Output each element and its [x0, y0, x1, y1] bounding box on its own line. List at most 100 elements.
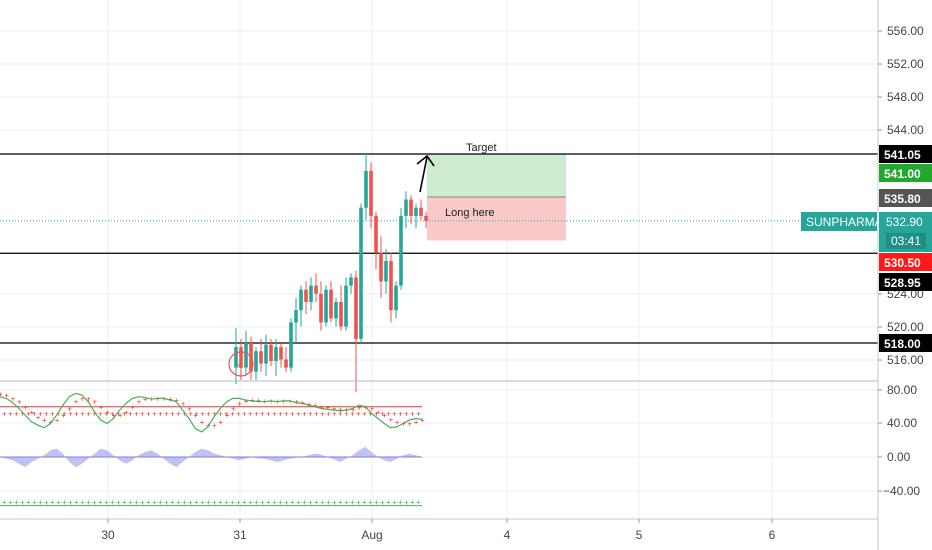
level-marker: + — [2, 498, 7, 507]
stoch-d-point: + — [212, 421, 217, 430]
level-marker: + — [104, 498, 109, 507]
level-marker: + — [350, 409, 355, 418]
stoch-d-point: + — [256, 396, 261, 405]
price-tick-label: 544.00 — [887, 123, 924, 137]
svg-text:541.05: 541.05 — [884, 148, 921, 162]
level-marker: + — [380, 498, 385, 507]
level-marker: + — [164, 409, 169, 418]
oscillator-pane: + + + + + + + + + + + + + + + + + + + + + + + + + + + + + + + + + + + + + + + +… — [0, 390, 425, 507]
level-marker: + — [410, 409, 415, 418]
stoch-d-point: + — [313, 401, 318, 410]
level-marker: + — [194, 498, 199, 507]
stoch-d-point: + — [118, 411, 123, 420]
level-marker: + — [242, 409, 247, 418]
stoch-d-point: + — [407, 420, 412, 429]
pivot-circle-drawing[interactable]: c — [228, 351, 254, 377]
long-position-tool[interactable]: Target Long here — [427, 142, 566, 241]
price-label-entry: 535.80 — [879, 189, 932, 207]
level-marker: + — [278, 498, 283, 507]
price-label-line-low: 518.00 — [879, 334, 932, 352]
stoch-d-point: + — [200, 418, 205, 427]
level-marker: + — [416, 409, 421, 418]
level-marker: + — [380, 409, 385, 418]
candle-body — [264, 344, 268, 364]
level-marker: + — [86, 409, 91, 418]
level-marker: + — [44, 409, 49, 418]
level-marker: + — [260, 409, 265, 418]
candle-body — [374, 215, 378, 253]
price-tick-label: 548.00 — [887, 90, 924, 104]
svg-text:518.00: 518.00 — [884, 337, 921, 351]
candle-body — [409, 199, 413, 216]
stoch-d-point: + — [105, 408, 110, 417]
candle-body — [394, 285, 398, 311]
level-marker: + — [170, 409, 175, 418]
level-marker: + — [248, 498, 253, 507]
svg-text:528.95: 528.95 — [884, 276, 921, 290]
level-marker: + — [272, 409, 277, 418]
level-marker: + — [44, 498, 49, 507]
level-marker: + — [356, 409, 361, 418]
level-marker: + — [224, 409, 229, 418]
level-marker: + — [140, 498, 145, 507]
price-label-line-mid: 528.95 — [879, 273, 932, 291]
price-tick-label: 516.00 — [887, 353, 924, 367]
level-marker: + — [308, 409, 313, 418]
level-marker: + — [314, 409, 319, 418]
stop-zone[interactable] — [427, 197, 566, 241]
price-axis[interactable]: 556.00552.00548.00544.00524.00520.00516.… — [878, 24, 924, 367]
candle-body — [389, 261, 393, 311]
level-marker: + — [170, 498, 175, 507]
candle-body — [314, 285, 318, 294]
grid-lines — [0, 0, 878, 519]
level-marker: + — [206, 498, 211, 507]
level-marker: + — [362, 409, 367, 418]
symbol-price-tag: SUNPHARMA — [801, 212, 883, 231]
stoch-d-point: + — [86, 394, 91, 403]
stoch-d-point: + — [17, 398, 22, 407]
stoch-d-point: + — [137, 398, 142, 407]
candle-body — [419, 207, 423, 216]
level-marker: + — [248, 409, 253, 418]
time-tick-label: 5 — [636, 528, 643, 542]
level-marker: + — [200, 409, 205, 418]
candle-body — [384, 261, 388, 282]
time-axis[interactable]: 30 31 Aug 4 5 6 — [101, 519, 776, 542]
stoch-d-point: + — [389, 415, 394, 424]
level-marker: + — [122, 409, 127, 418]
level-marker: + — [134, 409, 139, 418]
time-tick-label: 6 — [769, 528, 776, 542]
level-marker: + — [140, 409, 145, 418]
candle-body — [269, 344, 273, 362]
stoch-d-point: + — [11, 394, 16, 403]
level-marker: + — [374, 409, 379, 418]
target-zone[interactable] — [427, 154, 566, 198]
level-marker: + — [8, 498, 13, 507]
level-marker: + — [242, 498, 247, 507]
level-marker: + — [398, 409, 403, 418]
stoch-d-point: + — [111, 411, 116, 420]
level-marker: + — [416, 498, 421, 507]
level-marker: + — [374, 498, 379, 507]
candle-body — [344, 285, 348, 327]
level-marker: + — [284, 409, 289, 418]
target-annotation: Target — [466, 142, 497, 154]
svg-text:541.00: 541.00 — [884, 167, 921, 181]
horizontal-lines[interactable] — [0, 153, 878, 344]
level-marker: + — [32, 409, 37, 418]
level-marker: + — [320, 498, 325, 507]
stoch-d-point: + — [30, 408, 35, 417]
level-marker: + — [116, 498, 121, 507]
level-marker: + — [344, 498, 349, 507]
level-marker: + — [404, 409, 409, 418]
oscillator-axis[interactable]: 80.00 40.00 0.00 −40.00 — [878, 383, 920, 498]
level-marker: + — [266, 498, 271, 507]
level-marker: + — [296, 409, 301, 418]
up-arrow-drawing[interactable] — [416, 154, 435, 193]
level-marker: + — [128, 498, 133, 507]
time-tick-label: 30 — [101, 528, 115, 542]
pivot-glyph: c — [238, 361, 242, 370]
candle-body — [334, 302, 338, 319]
svg-text:03:41: 03:41 — [891, 234, 921, 248]
